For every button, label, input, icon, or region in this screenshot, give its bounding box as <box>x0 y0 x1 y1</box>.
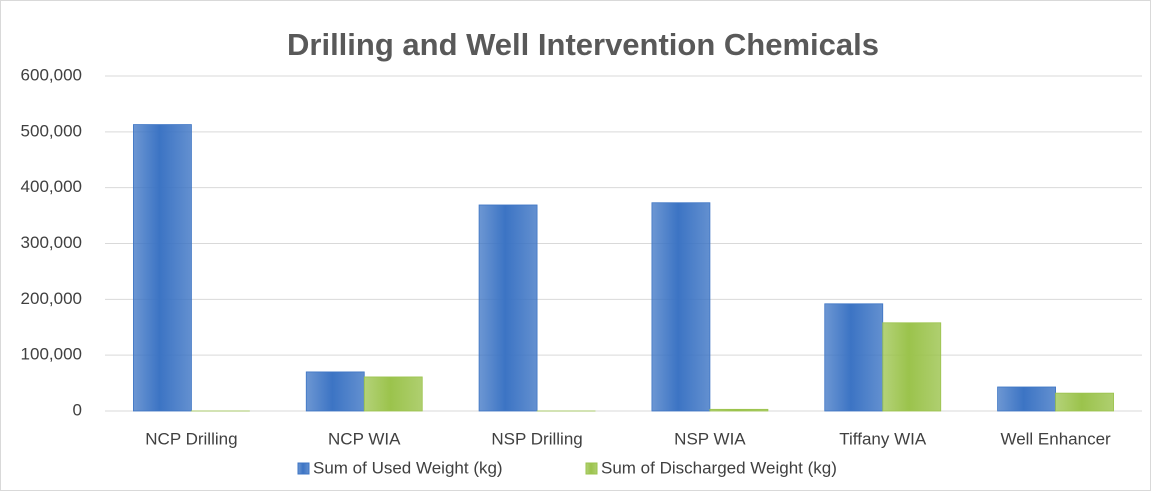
bar <box>363 376 423 412</box>
legend-label: Sum of Used Weight (kg) <box>313 458 503 477</box>
chart-title: Drilling and Well Intervention Chemicals <box>287 27 879 62</box>
bar <box>651 202 711 412</box>
x-tick-label: NCP Drilling <box>145 429 237 448</box>
bar <box>1055 392 1114 412</box>
y-tick-label: 500,000 <box>21 121 82 140</box>
y-tick-label: 300,000 <box>21 233 82 252</box>
x-tick-label: Tiffany WIA <box>839 429 927 448</box>
bar <box>305 371 365 412</box>
bar <box>709 408 769 412</box>
x-tick-label: Well Enhancer <box>1000 429 1111 448</box>
legend-swatch <box>585 462 598 475</box>
bar <box>133 124 192 412</box>
bar <box>997 386 1056 412</box>
bar <box>882 322 942 412</box>
legend-label: Sum of Discharged Weight (kg) <box>601 458 837 477</box>
y-tick-label: 600,000 <box>21 65 82 84</box>
x-tick-label: NSP WIA <box>674 429 746 448</box>
bar <box>824 303 884 412</box>
y-tick-label: 0 <box>73 400 82 419</box>
x-tick-label: NSP Drilling <box>491 429 582 448</box>
bar <box>478 204 538 412</box>
y-tick-label: 400,000 <box>21 177 82 196</box>
legend-swatch <box>297 462 310 475</box>
y-tick-label: 200,000 <box>21 289 82 308</box>
y-tick-label: 100,000 <box>21 345 82 364</box>
x-tick-label: NCP WIA <box>328 429 401 448</box>
